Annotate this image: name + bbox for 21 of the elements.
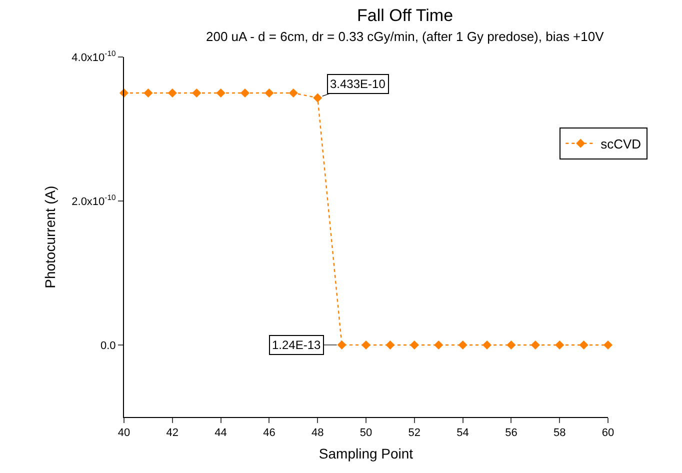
x-tick-label: 56 [505,427,518,440]
y-tick-label: 4.0x10$^{-10}$ [72,49,116,64]
annotation: 3.433E-10 [330,77,386,91]
y-axis-title: Photocurrent (A) [42,186,58,288]
x-tick-label: 48 [311,427,324,440]
chart-title: Fall Off Time [357,6,454,25]
x-tick-label: 40 [118,427,130,440]
x-tick-label: 54 [456,427,469,440]
x-tick-label: 60 [602,427,614,440]
y-tick-label: 2.0x10$^{-10}$ [72,193,116,208]
x-axis-title: Sampling Point [318,446,414,462]
annotation: 1.24E-13 [272,338,322,352]
x-tick-label: 42 [166,427,179,440]
x-tick-label: 58 [553,427,566,440]
y-tick-label: 0.0 [100,340,116,352]
x-tick-label: 44 [214,427,227,440]
x-tick-label: 46 [263,427,276,440]
chart-subtitle: 200 uA - d = 6cm, dr = 0.33 cGy/min, (after 1 Gy predose), bias +10V [206,29,604,44]
x-tick-label: 52 [408,427,421,440]
x-tick-label: 50 [360,427,372,440]
legend-label: scCVD [600,136,642,152]
